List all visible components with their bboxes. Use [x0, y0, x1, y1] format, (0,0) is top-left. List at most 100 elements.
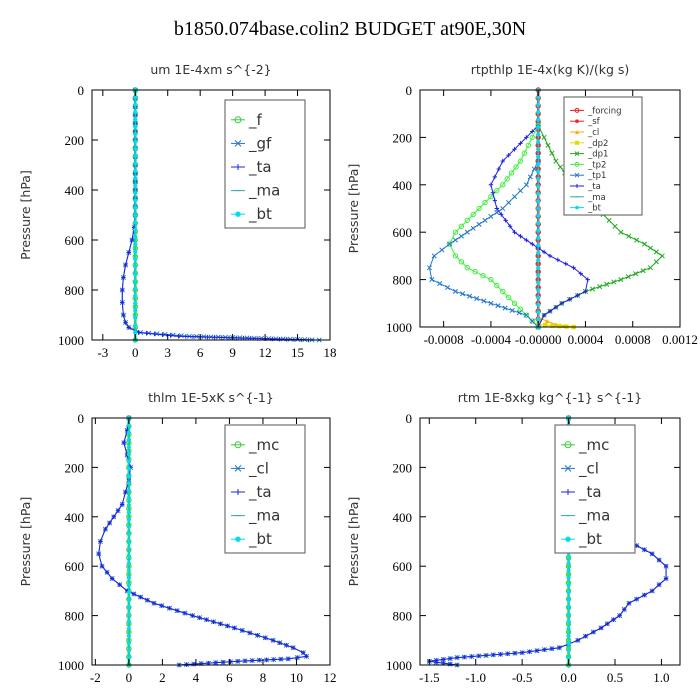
- data-point: [290, 645, 296, 650]
- panel-title: um 1E-4xm s^{-2}: [150, 62, 271, 77]
- legend-marker: [235, 164, 241, 170]
- data-point: [512, 650, 518, 656]
- legend-marker: [574, 161, 580, 167]
- data-point: [133, 213, 138, 217]
- data-point: [640, 268, 646, 274]
- legend-label: _cl: [578, 459, 599, 478]
- x-tick-label: 6: [197, 345, 204, 360]
- data-point: [458, 233, 464, 239]
- data-point: [536, 280, 541, 285]
- data-point: [121, 275, 126, 280]
- legend-label: _dp1: [587, 150, 608, 160]
- series-ta: [488, 123, 591, 330]
- data-point: [534, 648, 540, 653]
- data-point: [133, 323, 138, 328]
- data-point: [242, 658, 248, 664]
- data-point: [536, 154, 541, 159]
- data-point: [133, 110, 138, 115]
- data-point: [536, 95, 541, 100]
- data-point: [445, 284, 451, 291]
- y-tick-label: 0: [406, 83, 413, 98]
- data-point: [536, 310, 541, 315]
- data-point: [204, 617, 209, 622]
- legend-marker: [234, 116, 242, 124]
- data-point: [247, 630, 253, 636]
- data-point: [492, 174, 498, 180]
- data-point: [495, 303, 501, 309]
- data-point: [663, 564, 669, 569]
- data-point: [547, 309, 553, 314]
- data-point: [133, 227, 138, 232]
- legend-label: _bt: [248, 205, 272, 224]
- data-point: [178, 333, 184, 339]
- data-point: [126, 575, 131, 580]
- data-point: [517, 188, 524, 194]
- y-tick-label: 400: [65, 510, 85, 525]
- data-point: [133, 220, 138, 225]
- data-point: [566, 641, 571, 646]
- data-point: [126, 474, 131, 479]
- data-point: [133, 190, 138, 195]
- data-point: [536, 184, 541, 189]
- data-point: [123, 262, 128, 268]
- legend-marker: [235, 211, 241, 217]
- data-point: [500, 288, 506, 295]
- legend-label: _cl: [248, 459, 269, 478]
- data-point: [426, 265, 433, 271]
- data-point: [126, 437, 131, 442]
- data-point: [511, 300, 518, 306]
- data-point: [566, 568, 571, 573]
- data-point: [126, 459, 131, 464]
- data-point: [625, 274, 631, 280]
- page-title: b1850.074base.colin2 BUDGET at90E,30N: [173, 18, 527, 40]
- data-point: [488, 193, 494, 200]
- data-point: [536, 162, 541, 167]
- data-point: [553, 305, 559, 310]
- data-point: [126, 604, 131, 609]
- data-point: [126, 481, 131, 486]
- data-point: [575, 293, 580, 298]
- data-point: [464, 265, 470, 271]
- data-point: [239, 628, 245, 633]
- data-point: [530, 129, 535, 134]
- data-point: [525, 142, 532, 149]
- legend: _forcing_sf_cl_dp2_dp1_tp2_tp1_ta_ma_bt: [563, 96, 643, 216]
- data-point: [502, 305, 508, 311]
- data-point: [126, 648, 131, 653]
- data-point: [536, 132, 541, 137]
- data-point: [133, 279, 138, 284]
- data-point: [513, 164, 519, 170]
- data-point: [464, 229, 470, 235]
- data-point: [604, 281, 610, 287]
- legend-marker: [234, 441, 242, 449]
- data-point: [524, 237, 529, 243]
- x-tick-label: 0.0004: [568, 332, 604, 347]
- data-point: [536, 139, 541, 144]
- data-point: [439, 247, 445, 253]
- data-point: [126, 626, 131, 631]
- data-point: [249, 658, 255, 663]
- data-point: [152, 331, 157, 337]
- data-point: [518, 233, 523, 239]
- legend: _f _gf _ta _ma _bt: [224, 99, 306, 229]
- data-point: [490, 190, 496, 195]
- data-point: [557, 164, 563, 170]
- y-tick-label: 200: [65, 460, 85, 475]
- data-point: [647, 265, 654, 271]
- x-tick-label: -0.00000: [515, 332, 562, 347]
- data-point: [133, 293, 138, 298]
- legend-marker: [565, 536, 571, 542]
- data-point: [126, 532, 131, 537]
- data-point: [103, 526, 108, 532]
- data-point: [133, 264, 138, 269]
- data-point: [492, 198, 498, 203]
- data-point: [159, 603, 164, 608]
- data-point: [235, 659, 241, 664]
- y-tick-label: 600: [65, 559, 85, 574]
- data-point: [494, 282, 500, 289]
- legend-label: _gf: [248, 134, 272, 153]
- data-point: [133, 154, 138, 159]
- series-bt: [536, 88, 541, 329]
- data-point: [470, 211, 476, 218]
- data-point: [516, 310, 522, 316]
